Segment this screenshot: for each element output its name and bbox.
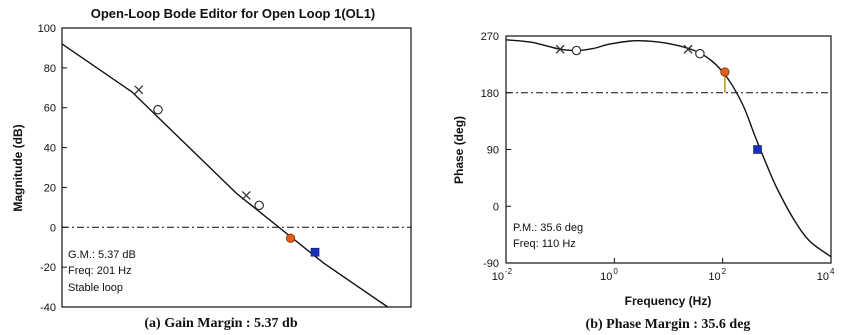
phase-y-axis-label: Phase (deg) bbox=[452, 116, 466, 184]
magnitude-y-tick-label-6: -20 bbox=[40, 262, 56, 274]
phase-margin-annotation: P.M.: 35.6 deg bbox=[513, 222, 583, 234]
magnitude-y-tick-label-1: 80 bbox=[44, 63, 56, 75]
phase-markers bbox=[555, 44, 762, 154]
marker-filled-blue-5 bbox=[753, 145, 762, 154]
phase-x-axis-label: Frequency (Hz) bbox=[625, 294, 712, 308]
magnitude-y-ticks: 100 80 60 40 20 0 -20 -40 bbox=[38, 23, 67, 314]
marker-filled-orange-4 bbox=[720, 67, 730, 77]
magnitude-plot: Open-Loop Bode Editor for Open Loop 1(OL… bbox=[11, 6, 412, 331]
phase-margin-frequency-annotation: Freq: 110 Hz bbox=[513, 238, 576, 250]
marker-cross-0-stroke-b bbox=[134, 85, 144, 95]
magnitude-plot-title: Open-Loop Bode Editor for Open Loop 1(OL… bbox=[91, 6, 376, 21]
gain-margin-caption: (a) Gain Margin : 5.37 db bbox=[144, 316, 297, 331]
phase-x-tick-base-0: 10 bbox=[492, 271, 504, 283]
phase-y-ticks: 270 180 90 0 -90 bbox=[481, 31, 511, 270]
magnitude-y-tick-label-2: 60 bbox=[44, 103, 56, 115]
magnitude-y-tick-label-7: -40 bbox=[40, 302, 56, 314]
magnitude-plot-frame bbox=[61, 27, 412, 308]
phase-margin-caption: (b) Phase Margin : 35.6 deg bbox=[586, 317, 751, 332]
phase-y-tick-label-4: -90 bbox=[483, 258, 499, 270]
magnitude-y-tick-label-3: 40 bbox=[44, 143, 56, 155]
phase-x-tick-label-2: 10 2 bbox=[708, 267, 726, 283]
stability-annotation: Stable loop bbox=[68, 282, 123, 294]
phase-x-tick-base-2: 10 bbox=[708, 271, 720, 283]
magnitude-markers bbox=[134, 85, 320, 257]
marker-filled-blue-5 bbox=[310, 247, 320, 257]
marker-cross-2 bbox=[683, 44, 693, 54]
phase-x-tick-label-1: 10 0 bbox=[600, 267, 618, 283]
gain-margin-annotation: G.M.: 5.37 dB bbox=[68, 249, 136, 261]
phase-x-tick-exponent-0: -2 bbox=[505, 267, 513, 276]
phase-x-tick-exponent-1: 0 bbox=[613, 267, 618, 276]
phase-x-tick-base-3: 10 bbox=[817, 271, 829, 283]
marker-circle-1 bbox=[153, 104, 163, 115]
phase-y-tick-label-1: 180 bbox=[481, 88, 499, 100]
marker-cross-0-stroke-b bbox=[555, 44, 565, 54]
magnitude-y-tick-label-0: 100 bbox=[38, 23, 56, 35]
marker-circle-3 bbox=[695, 48, 705, 59]
marker-cross-0 bbox=[134, 85, 144, 95]
phase-y-tick-label-2: 90 bbox=[487, 145, 499, 157]
phase-x-tick-exponent-3: 4 bbox=[830, 267, 835, 276]
marker-circle-3 bbox=[254, 200, 264, 211]
marker-circle-1 bbox=[571, 45, 582, 56]
marker-cross-2 bbox=[241, 190, 251, 200]
phase-x-tick-label-0: 10 -2 bbox=[492, 267, 513, 283]
marker-cross-0 bbox=[555, 44, 565, 54]
phase-x-tick-label-3: 10 4 bbox=[817, 267, 835, 283]
magnitude-y-tick-label-5: 0 bbox=[50, 222, 56, 234]
phase-x-ticks: 10 -2 10 0 10 2 10 4 bbox=[492, 258, 835, 283]
marker-filled-orange-4 bbox=[285, 233, 296, 243]
phase-y-tick-label-3: 0 bbox=[493, 201, 499, 213]
magnitude-curve bbox=[61, 43, 389, 308]
phase-y-tick-label-0: 270 bbox=[481, 31, 499, 43]
magnitude-y-axis-label: Magnitude (dB) bbox=[11, 124, 25, 211]
marker-cross-2-stroke-b bbox=[241, 190, 251, 200]
gain-margin-frequency-annotation: Freq: 201 Hz bbox=[68, 265, 132, 277]
phase-x-tick-exponent-2: 2 bbox=[722, 267, 727, 276]
magnitude-y-tick-label-4: 20 bbox=[44, 182, 56, 194]
phase-x-tick-base-1: 10 bbox=[600, 271, 612, 283]
marker-cross-2-stroke-b bbox=[683, 44, 693, 54]
